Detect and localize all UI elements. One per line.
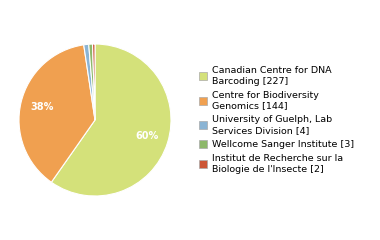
Text: 38%: 38% [30,102,54,113]
Wedge shape [51,44,171,196]
Text: 60%: 60% [136,132,159,141]
Wedge shape [84,44,95,120]
Wedge shape [92,44,95,120]
Wedge shape [89,44,95,120]
Wedge shape [19,45,95,182]
Legend: Canadian Centre for DNA
Barcoding [227], Centre for Biodiversity
Genomics [144],: Canadian Centre for DNA Barcoding [227],… [198,66,354,174]
